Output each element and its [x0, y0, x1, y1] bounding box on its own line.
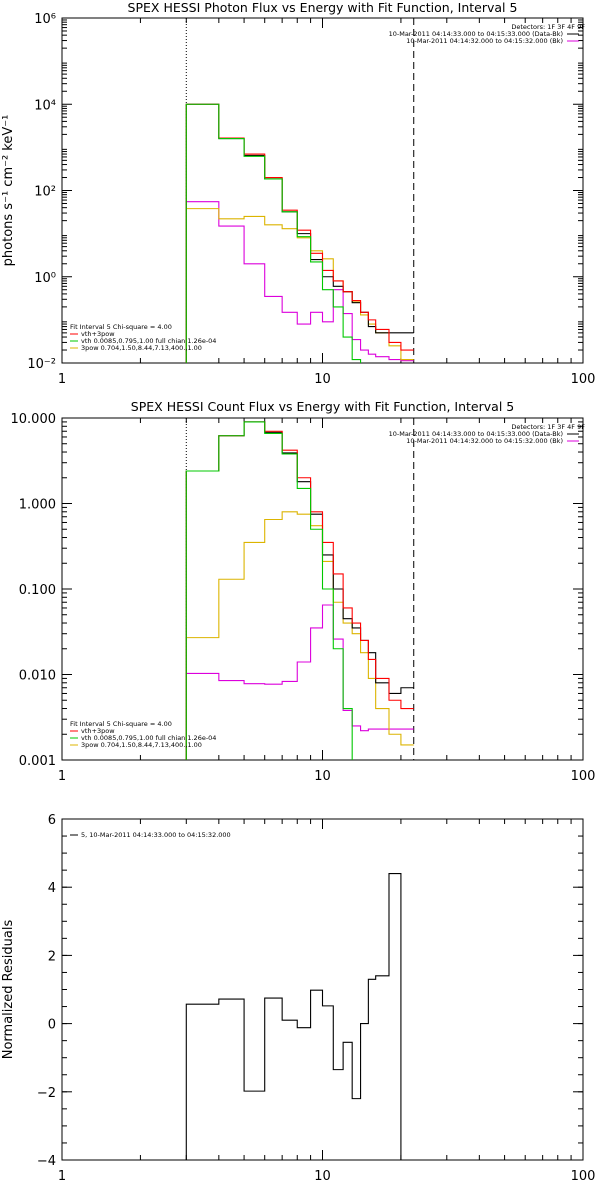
panel-3: 1 10 100 −4 −2 0 2 4 6 Normalized Residuals 5, 10-…	[1, 813, 595, 1184]
legend-entry-label: 3pow 0.704,1.50,8.44,7.13,400.,1.00	[81, 344, 202, 352]
series-line-4	[185, 208, 414, 363]
series-group	[185, 103, 414, 363]
y-tick-label: 6	[48, 813, 56, 828]
legend-entry-label: 10-Mar-2011 04:14:32.000 to 04:15:32.000…	[406, 437, 563, 445]
series-line-1	[185, 103, 414, 363]
series-line-5	[185, 201, 414, 363]
legend-entry-label: vth 0.0085,0.795,1.00 full chian 1.26e-0…	[81, 337, 216, 345]
y-tick-label: 10⁻²	[27, 357, 56, 372]
series-line-3	[185, 421, 353, 760]
legend-fit: Fit Interval 5 Chi-square = 4.00vth+3pow…	[70, 720, 216, 749]
y-tick-label: 10.000	[11, 412, 57, 427]
y-tick-label: 10⁶	[34, 12, 56, 27]
panel-2: SPEX HESSI Count Flux vs Energy with Fit…	[11, 399, 596, 784]
x-tick-label: 100	[571, 372, 596, 387]
legend-entry-label: 3pow 0.704,1.50,8.44,7.13,400.,1.00	[81, 741, 202, 749]
y-tick-label: 10²	[34, 185, 56, 200]
legend-entry-label: 5, 10-Mar-2011 04:14:33.000 to 04:15:32.…	[81, 831, 231, 839]
x-tick-label: 1	[58, 372, 66, 387]
chart-title: SPEX HESSI Photon Flux vs Energy with Fi…	[128, 0, 518, 15]
y-axis-label: photons s⁻¹ cm⁻² keV⁻¹	[1, 115, 16, 267]
y-tick-label: −4	[37, 1154, 56, 1169]
x-tick-label: 100	[571, 769, 596, 784]
legend-entry-label: vth 0.0085,0.795,1.00 full chian 1.26e-0…	[81, 734, 216, 742]
x-tick-label: 100	[571, 1169, 596, 1184]
y-tick-label: 0	[48, 1018, 56, 1033]
series-line-5	[185, 604, 414, 760]
x-tick-label: 1	[58, 1169, 66, 1184]
legend-entry-label: 10-Mar-2011 04:14:33.000 to 04:15:33.000…	[389, 430, 563, 438]
y-tick-label: 4	[48, 881, 56, 896]
series-line-1	[185, 421, 414, 760]
legend-entry-label: 10-Mar-2011 04:14:33.000 to 04:15:33.000…	[389, 30, 563, 38]
series-line-3	[185, 103, 362, 363]
x-tick-label: 10	[314, 769, 331, 784]
legend-residuals: 5, 10-Mar-2011 04:14:33.000 to 04:15:32.…	[70, 831, 231, 839]
plot-frame	[61, 17, 584, 364]
series-line-4	[185, 511, 414, 760]
x-tick-label: 10	[314, 372, 331, 387]
y-axis-label: Normalized Residuals	[1, 920, 16, 1060]
y-tick-label: 10⁰	[34, 271, 56, 286]
series-line-2	[185, 103, 414, 363]
y-tick-label: −2	[37, 1086, 56, 1101]
legend-header: Detectors: 1F 3F 4F 9F	[511, 23, 585, 31]
legend-header: Detectors: 1F 3F 4F 9F	[511, 423, 585, 431]
legend-fit: Fit Interval 5 Chi-square = 4.00vth+3pow…	[70, 323, 216, 352]
series-line-2	[185, 421, 414, 760]
y-tick-label: 2	[48, 949, 56, 964]
series-line-1	[185, 873, 415, 1160]
y-tick-label: 0.001	[19, 754, 56, 769]
y-tick-label: 10⁴	[34, 98, 56, 113]
plot-frame	[61, 818, 584, 1161]
legend-entry-label: 10-Mar-2011 04:14:32.000 to 04:15:32.000…	[406, 37, 563, 45]
legend-entry-label: vth+3pow	[81, 727, 115, 735]
x-tick-label: 1	[58, 769, 66, 784]
legend-entry-label: vth+3pow	[81, 330, 115, 338]
y-tick-label: 0.100	[19, 583, 56, 598]
y-tick-label: 1.000	[19, 498, 56, 513]
legend-header: Fit Interval 5 Chi-square = 4.00	[70, 720, 172, 728]
series-group	[185, 873, 415, 1160]
y-tick-label: 0.010	[19, 669, 56, 684]
series-group	[185, 421, 414, 760]
legend-header: Fit Interval 5 Chi-square = 4.00	[70, 323, 172, 331]
panel-1: SPEX HESSI Photon Flux vs Energy with Fi…	[1, 0, 596, 387]
x-tick-label: 10	[314, 1169, 331, 1184]
chart-title: SPEX HESSI Count Flux vs Energy with Fit…	[131, 399, 514, 414]
